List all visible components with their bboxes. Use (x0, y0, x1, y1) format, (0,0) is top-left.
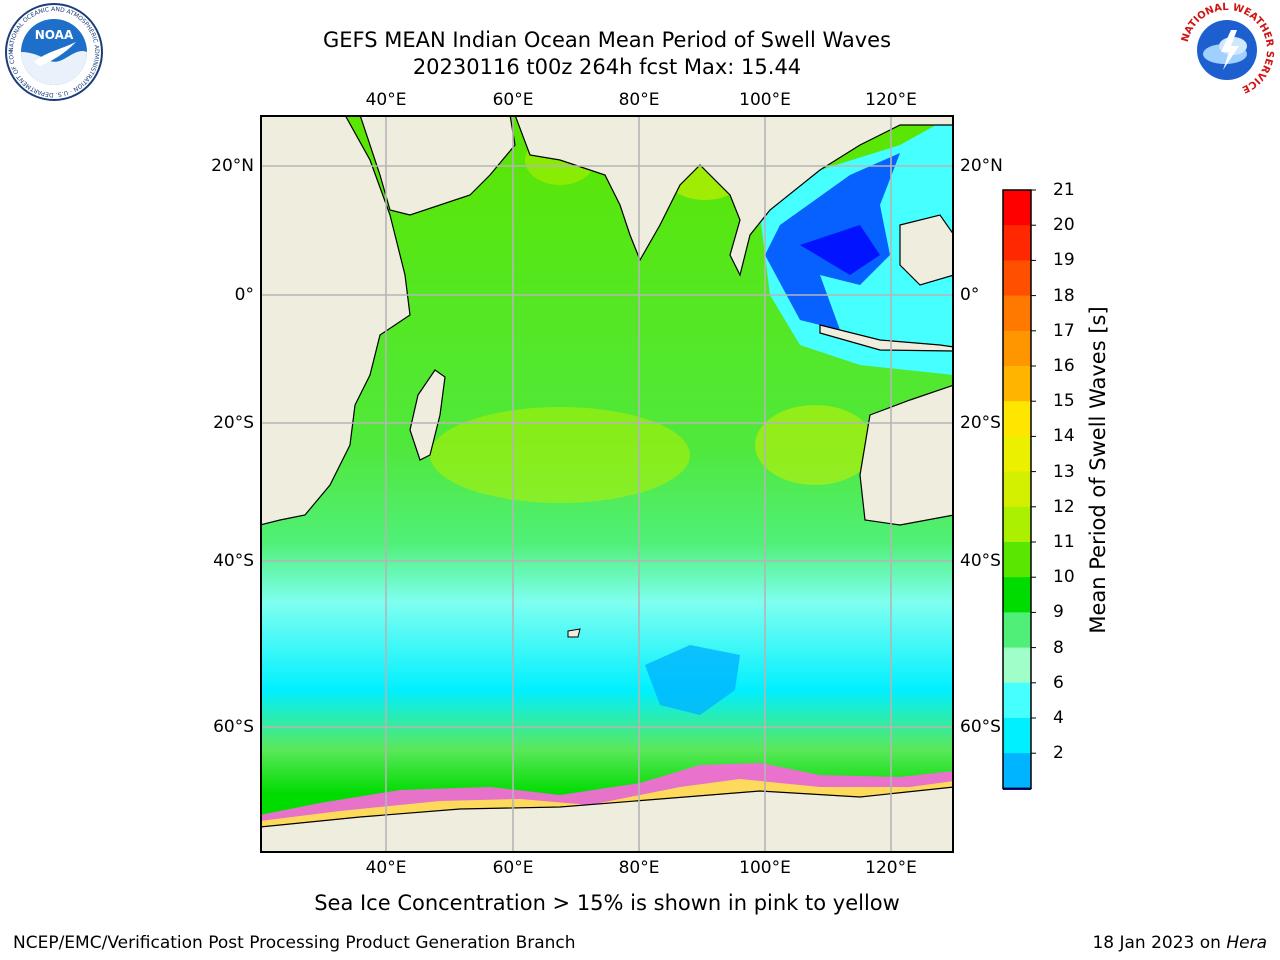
lat-tick-right: 40°S (960, 551, 1001, 571)
map-panel (259, 114, 955, 854)
colorbar-tick-label: 2 (1053, 743, 1064, 764)
lon-tick-bottom: 60°E (492, 858, 534, 878)
lat-tick-left: 40°S (213, 551, 254, 571)
colorbar-segment (1003, 330, 1031, 367)
colorbar-segment (1003, 753, 1031, 789)
land-asia (514, 114, 955, 277)
colorbar-segment (1003, 225, 1031, 261)
chart-subtitle: 20230116 t00z 264h fcst Max: 15.44 (412, 55, 802, 79)
lon-tick-top: 60°E (492, 90, 534, 110)
lat-tick-left: 20°S (213, 413, 254, 433)
colorbar-segment (1003, 260, 1031, 297)
lon-tick-top: 120°E (865, 90, 917, 110)
map-border (260, 115, 954, 853)
colorbar (995, 180, 1055, 818)
lat-tick-left: 0° (234, 285, 254, 305)
colorbar-tick-label: 16 (1053, 356, 1075, 376)
footer-credit: NCEP/EMC/Verification Post Processing Pr… (13, 933, 576, 953)
land-arabia (359, 114, 516, 216)
colorbar-segment (1003, 718, 1031, 754)
colorbar-tick-label: 17 (1053, 320, 1075, 341)
graticule (260, 115, 954, 853)
map-svg (259, 114, 955, 854)
swell-patch (430, 407, 690, 503)
colorbar-segment (1003, 506, 1031, 543)
colorbar-tick-label: 12 (1053, 496, 1075, 517)
colorbar-segment (1003, 647, 1031, 684)
lat-tick-right: 60°S (960, 717, 1001, 737)
colorbar-segment (1003, 471, 1031, 508)
colorbar-tick-label: 19 (1053, 250, 1075, 271)
colorbar-tick-label: 6 (1053, 672, 1064, 693)
swell-patch (755, 405, 875, 485)
colorbar-tick-label: 21 (1053, 180, 1075, 200)
colorbar-tick-label: 4 (1053, 708, 1064, 728)
colorbar-title: Mean Period of Swell Waves [s] (1086, 306, 1110, 634)
lat-tick-right: 0° (960, 285, 980, 305)
lat-tick-right: 20°S (960, 413, 1001, 433)
colorbar-segment (1003, 366, 1031, 402)
colorbar-segment (1003, 295, 1031, 332)
colorbar-segment (1003, 682, 1031, 719)
colorbar-tick-label: 15 (1053, 391, 1075, 412)
noaa-logo: NATIONAL OCEANIC AND ATMOSPHERIC ADMINIS… (1, 0, 104, 102)
sea-ice-note: Sea Ice Concentration > 15% is shown in … (314, 891, 900, 915)
noaa-text: NOAA (35, 28, 74, 42)
lat-tick-left: 20°N (211, 156, 254, 176)
lon-tick-bottom: 100°E (739, 858, 791, 878)
colorbar-segment (1003, 436, 1031, 473)
colorbar-tick-label: 10 (1053, 567, 1075, 588)
land-australia (859, 384, 955, 526)
colorbar-segment (1003, 577, 1031, 613)
lon-tick-top: 40°E (365, 90, 407, 110)
colorbar-tick-label: 9 (1053, 602, 1064, 623)
colorbar-tick-label: 11 (1053, 532, 1075, 552)
lat-tick-right: 20°N (960, 156, 1003, 176)
lon-tick-bottom: 120°E (865, 858, 917, 878)
colorbar-tick-label: 20 (1053, 215, 1075, 236)
lon-tick-top: 80°E (618, 90, 660, 110)
short-period-region (800, 225, 880, 275)
colorbar-frame (1002, 189, 1032, 790)
lon-tick-bottom: 40°E (365, 858, 407, 878)
short-period-region (645, 645, 740, 715)
colorbar-tick-label: 13 (1053, 461, 1075, 482)
colorbar-segment (1003, 190, 1031, 226)
colorbar-tick-label: 14 (1053, 426, 1075, 447)
colorbar-segment (1003, 401, 1031, 437)
lon-tick-bottom: 80°E (618, 858, 660, 878)
lon-tick-top: 100°E (739, 90, 791, 110)
colorbar-tick-label: 18 (1053, 285, 1075, 306)
colorbar-tick-label: 8 (1053, 637, 1064, 658)
footer-date: 18 Jan 2023 on Hera (1092, 933, 1267, 953)
land-madagascar (409, 369, 446, 461)
chart-title: GEFS MEAN Indian Ocean Mean Period of Sw… (322, 28, 892, 52)
footer-date-text: 18 Jan 2023 on (1092, 933, 1227, 953)
land-kerguelen (567, 628, 581, 638)
nws-logo: NATIONAL WEATHER SERVICE (1177, 0, 1277, 100)
lat-tick-left: 60°S (213, 717, 254, 737)
colorbar-segment (1003, 612, 1031, 649)
footer-machine: Hera (1226, 933, 1267, 953)
colorbar-segment (1003, 542, 1031, 578)
colorbar-svg (1002, 189, 1036, 818)
